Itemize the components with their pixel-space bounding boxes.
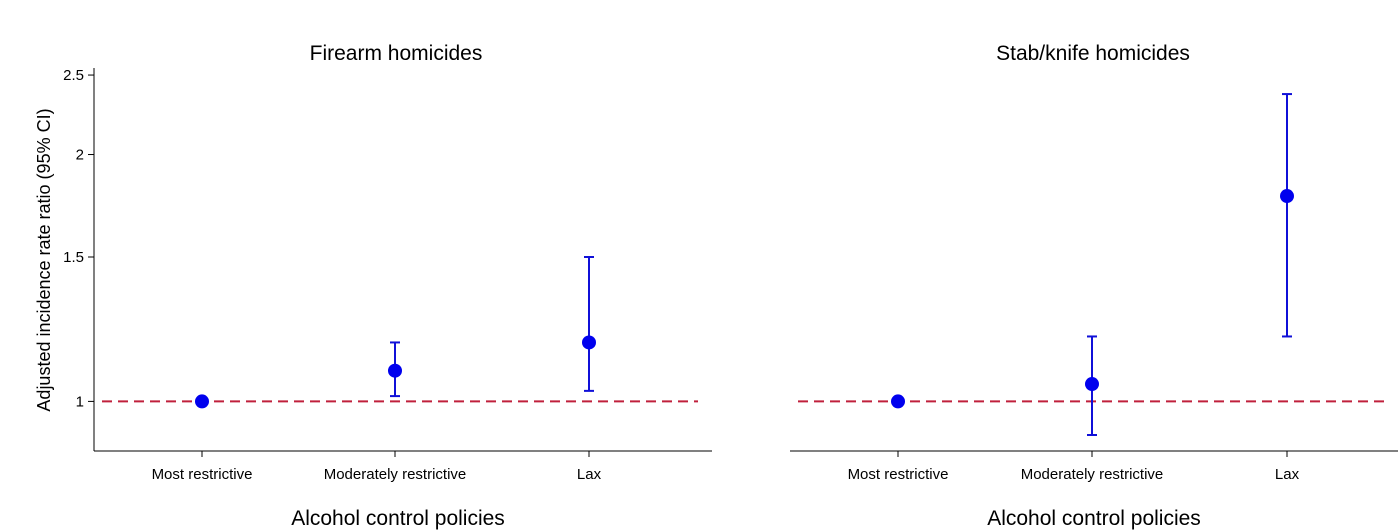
y-tick-label: 1 bbox=[76, 393, 84, 410]
x-tick-label: Lax bbox=[577, 466, 602, 483]
x-tick-label: Moderately restrictive bbox=[1021, 466, 1164, 483]
y-tick-label: 2 bbox=[76, 147, 84, 164]
y-axis-label: Adjusted incidence rate ratio (95% CI) bbox=[34, 108, 54, 411]
estimate-point bbox=[1280, 189, 1294, 204]
panel-1: Firearm homicides 1 1.5 2 2.5 Most restrictiv… bbox=[63, 42, 712, 530]
chart-panels: Firearm homicides 1 1.5 2 2.5 Most restrictiv… bbox=[63, 42, 1398, 530]
x-tick-label: Most restrictive bbox=[152, 466, 253, 483]
y-tick-label: 1.5 bbox=[63, 249, 84, 266]
x-tick-label: Lax bbox=[1275, 466, 1300, 483]
panel-title: Firearm homicides bbox=[310, 42, 483, 65]
x-axis-label: Alcohol control policies bbox=[291, 507, 505, 530]
x-axis-label: Alcohol control policies bbox=[987, 507, 1201, 530]
x-tick-label: Moderately restrictive bbox=[324, 466, 467, 483]
estimate-point bbox=[388, 363, 402, 378]
panel-2: Stab/knife homicides Most restrictive Mode… bbox=[790, 42, 1398, 530]
estimate-point bbox=[891, 394, 905, 409]
y-tick-label: 2.5 bbox=[63, 67, 84, 84]
estimate-point bbox=[195, 394, 209, 409]
estimate-point bbox=[1085, 377, 1099, 392]
panel-title: Stab/knife homicides bbox=[996, 42, 1190, 65]
estimate-point bbox=[582, 335, 596, 350]
x-tick-label: Most restrictive bbox=[848, 466, 949, 483]
